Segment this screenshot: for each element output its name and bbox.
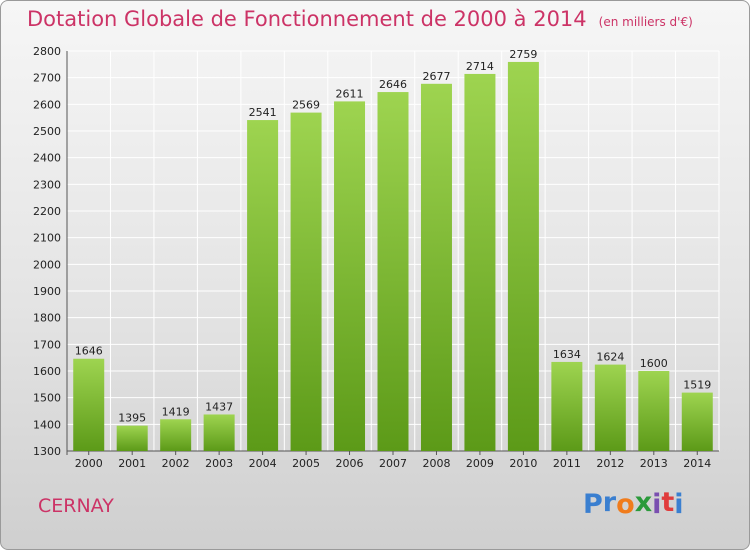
logo-letter: i (652, 489, 662, 520)
y-tick-label: 2500 (33, 125, 61, 138)
x-tick-label: 2012 (596, 457, 624, 470)
x-tick-label: 2011 (553, 457, 581, 470)
data-label: 2646 (379, 78, 407, 91)
y-tick-label: 1500 (33, 392, 61, 405)
bar-2007[interactable] (377, 92, 409, 452)
y-tick-label: 2400 (33, 152, 61, 165)
x-tick-label: 2013 (640, 457, 668, 470)
x-tick-label: 2001 (118, 457, 146, 470)
y-tick-label: 2200 (33, 205, 61, 218)
logo-letter: x (634, 487, 653, 518)
data-label: 1600 (640, 357, 668, 370)
x-tick-label: 2008 (422, 457, 450, 470)
y-tick-label: 1300 (33, 445, 61, 458)
logo-letter: o (616, 489, 635, 520)
x-tick-label: 2006 (336, 457, 364, 470)
x-tick-label: 2000 (75, 457, 103, 470)
data-label: 2611 (336, 87, 364, 100)
logo-letter: t (661, 487, 675, 518)
y-tick-label: 1600 (33, 365, 61, 378)
bar-2002[interactable] (160, 419, 192, 451)
city-name: CERNAY (38, 495, 114, 517)
x-tick-label: 2005 (292, 457, 320, 470)
bar-2003[interactable] (203, 414, 235, 451)
data-label: 1519 (683, 379, 711, 392)
bar-2012[interactable] (594, 364, 626, 451)
y-tick-label: 1800 (33, 312, 61, 325)
data-label: 2677 (422, 70, 450, 83)
x-tick-label: 2002 (162, 457, 190, 470)
bar-2014[interactable] (681, 392, 713, 451)
unit-label: (en milliers d'€) (598, 15, 693, 29)
logo-letter: P (583, 489, 603, 520)
chart-title: Dotation Globale de Fonctionnement de 20… (27, 7, 693, 31)
bar-2011[interactable] (551, 361, 583, 451)
bar-2000[interactable] (73, 358, 105, 451)
bar-2009[interactable] (464, 73, 496, 451)
x-tick-label: 2014 (683, 457, 711, 470)
x-tick-label: 2003 (205, 457, 233, 470)
data-label: 2759 (509, 48, 537, 61)
data-label: 1419 (162, 405, 190, 418)
data-label: 1437 (205, 400, 233, 413)
data-label: 1634 (553, 348, 581, 361)
y-tick-label: 1700 (33, 338, 61, 351)
logo-letter: r (602, 487, 617, 518)
data-label: 2541 (249, 106, 277, 119)
y-tick-label: 2700 (33, 72, 61, 85)
logo-letter: i (674, 489, 684, 520)
y-tick-label: 1900 (33, 285, 61, 298)
bars (73, 61, 713, 452)
data-label: 2569 (292, 99, 320, 112)
proxiti-logo[interactable]: Proxiti (583, 487, 684, 520)
data-label: 1395 (118, 412, 146, 425)
x-tick-label: 2009 (466, 457, 494, 470)
bar-2006[interactable] (334, 101, 366, 452)
title-text: Dotation Globale de Fonctionnement de 20… (27, 7, 587, 31)
bar-2013[interactable] (638, 371, 670, 451)
y-tick-label: 2600 (33, 98, 61, 111)
y-tick-label: 2300 (33, 178, 61, 191)
y-tick-label: 2100 (33, 232, 61, 245)
bar-2010[interactable] (507, 61, 539, 451)
x-tick-label: 2007 (379, 457, 407, 470)
y-tick-label: 1400 (33, 418, 61, 431)
bar-2008[interactable] (420, 83, 452, 452)
bar-2005[interactable] (290, 112, 322, 451)
data-label: 2714 (466, 60, 494, 73)
y-tick-label: 2800 (33, 45, 61, 58)
y-tick-label: 2000 (33, 258, 61, 271)
data-label: 1646 (75, 345, 103, 358)
data-labels: 1646 1395 1419 1437 2541 2569 2611 2646 2677 2714… (75, 48, 712, 425)
bar-2001[interactable] (116, 425, 148, 451)
data-label: 1624 (596, 351, 624, 364)
axes: 1300 1400 1500 1600 1700 1800 1900 2000 2100 2200… (33, 45, 719, 470)
x-tick-label: 2010 (509, 457, 537, 470)
bar-2004[interactable] (247, 120, 279, 452)
x-tick-label: 2004 (249, 457, 277, 470)
